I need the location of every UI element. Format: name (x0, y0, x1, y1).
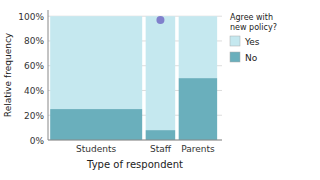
legend: Agree withnew policy? Yes No (230, 13, 277, 63)
bar-segment (179, 78, 217, 140)
x-tick-label: Staff (150, 144, 172, 154)
bar-segment (50, 16, 142, 109)
legend-title: Agree withnew policy? (230, 13, 277, 32)
x-tick-label: Parents (181, 144, 215, 154)
marker-dot (156, 16, 164, 24)
y-axis-label: Relative frequency (3, 32, 13, 117)
y-tick-label: 20% (24, 111, 44, 121)
legend-label: No (245, 53, 258, 63)
bar-segment (146, 130, 176, 140)
chart: 0% 20% 40% 60% 80% 100% Students Staff Parents Ty… (0, 0, 320, 180)
legend-title-line: new policy? (230, 23, 277, 32)
y-axis-line (48, 10, 49, 140)
bar-segment (50, 109, 142, 140)
legend-swatch (230, 36, 240, 46)
bar-segment (179, 16, 217, 78)
y-tick-label: 40% (24, 86, 44, 96)
x-tick-label: Students (76, 144, 116, 154)
y-tick-label: 60% (24, 61, 44, 71)
y-tick-label: 80% (24, 36, 44, 46)
legend-swatch (230, 52, 240, 62)
grid-line (48, 140, 222, 141)
y-tick-label: 100% (18, 12, 44, 22)
y-tick-label: 0% (30, 136, 45, 146)
x-axis-label: Type of respondent (86, 159, 183, 170)
legend-title-line: Agree with (230, 13, 273, 22)
grid (48, 16, 222, 140)
bar-segment (146, 16, 176, 130)
marks (50, 16, 217, 140)
legend-label: Yes (244, 37, 260, 47)
x-axis-line (48, 140, 222, 141)
